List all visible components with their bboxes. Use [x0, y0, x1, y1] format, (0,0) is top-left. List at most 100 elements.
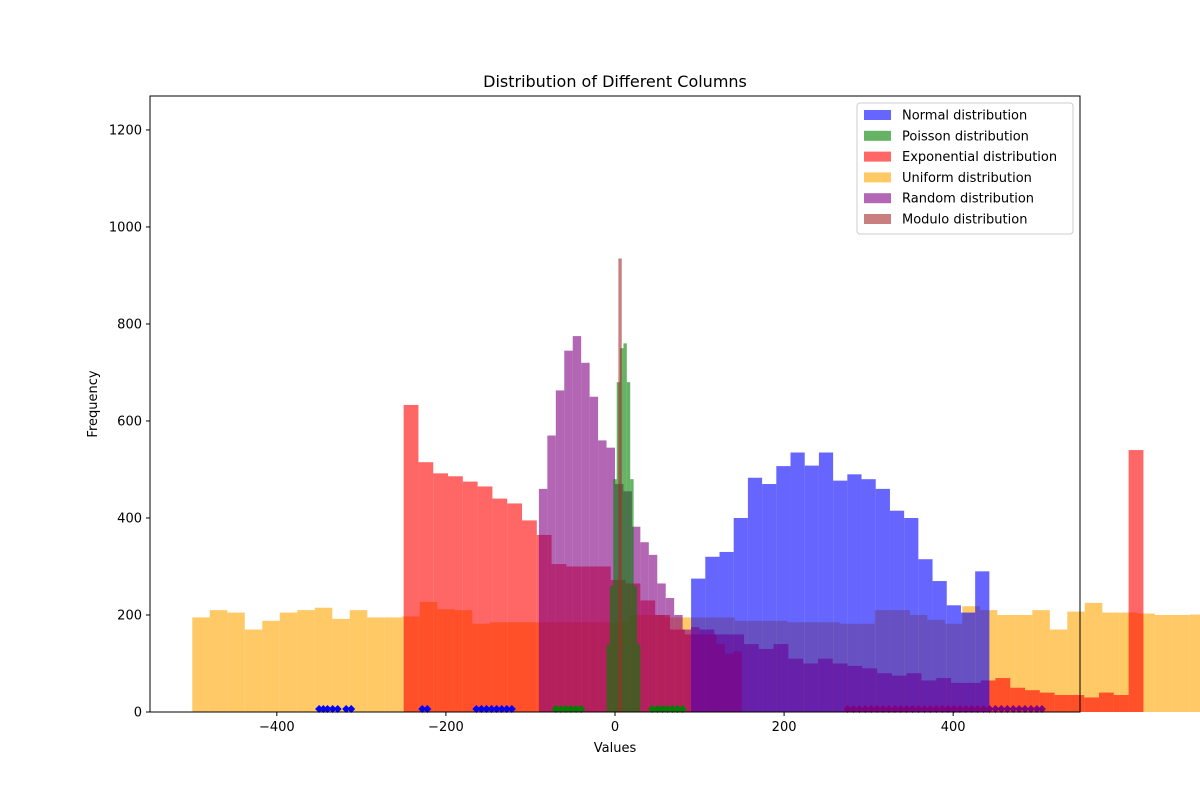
rug-point — [567, 705, 576, 713]
y-tick-label: 200 — [117, 608, 142, 623]
histogram-bar — [403, 404, 419, 712]
rug-point — [1032, 705, 1041, 713]
x-tick-label: −400 — [259, 720, 295, 735]
rug-point — [908, 705, 917, 713]
rug-point — [932, 705, 941, 713]
rug-points-layer — [315, 705, 1046, 713]
histogram-bar — [674, 614, 683, 712]
rug-point — [955, 705, 964, 713]
rug-point — [663, 705, 672, 713]
histogram-bar — [547, 435, 556, 712]
legend-label: Normal distribution — [902, 109, 1027, 124]
histogram-bar — [349, 610, 368, 712]
histogram-bar — [538, 488, 548, 712]
rug-point — [849, 705, 858, 713]
histogram-bar — [904, 517, 919, 712]
rug-point — [487, 705, 496, 713]
histogram-bar — [630, 479, 634, 712]
rug-point — [938, 705, 947, 713]
histogram-bar — [507, 503, 522, 712]
histogram-bar — [1172, 614, 1190, 712]
x-tick-label: 200 — [772, 720, 797, 735]
rug-point — [991, 705, 1000, 713]
y-tick-label: 1200 — [109, 123, 142, 138]
histogram-bar — [626, 382, 631, 712]
x-tick-label: −200 — [428, 720, 464, 735]
rug-point — [867, 705, 876, 713]
histogram-bar — [716, 644, 725, 712]
x-axis-ticks: −400 −200 0 200 400 — [259, 712, 966, 735]
histogram-bar — [804, 465, 819, 712]
histogram-bar — [572, 336, 582, 712]
histogram-bar — [847, 474, 862, 712]
histogram-bar — [492, 498, 508, 712]
y-axis-ticks: 0 200 400 600 800 1000 1200 — [109, 123, 150, 721]
rug-point — [997, 705, 1006, 713]
rug-point — [843, 705, 852, 713]
histogram-bar — [975, 571, 990, 712]
histogram-bar — [657, 583, 666, 712]
rug-point — [861, 705, 870, 713]
rug-point — [950, 705, 959, 713]
histogram-bar — [1113, 695, 1129, 712]
rug-point — [577, 705, 586, 713]
histogram-bar — [618, 258, 622, 712]
histogram-bar — [691, 627, 700, 712]
rug-point — [678, 705, 687, 713]
bars-layer — [192, 258, 1200, 712]
legend-label: Exponential distribution — [902, 150, 1057, 165]
rug-point — [967, 705, 976, 713]
y-tick-label: 600 — [117, 414, 142, 429]
histogram-bar — [960, 612, 976, 712]
histogram-bar — [623, 343, 627, 712]
histogram-bar — [889, 510, 905, 712]
chart-title: Distribution of Different Columns — [483, 72, 747, 91]
rug-point — [944, 705, 953, 713]
rug-point — [1026, 705, 1035, 713]
histogram-bar — [448, 476, 463, 712]
rug-point — [572, 705, 581, 713]
histogram-bar — [279, 612, 298, 712]
rug-point — [347, 705, 356, 713]
histogram-bar — [762, 484, 777, 712]
rug-point — [423, 705, 432, 713]
rug-point — [855, 705, 864, 713]
legend-item: Modulo distribution — [864, 213, 1027, 228]
rug-point — [472, 705, 481, 713]
histogram-bar — [581, 362, 590, 712]
histogram-bar — [861, 479, 876, 712]
rug-point — [673, 705, 682, 713]
histogram-bar — [790, 452, 805, 712]
rug-point — [1009, 705, 1018, 713]
rug-point — [914, 705, 923, 713]
rug-point — [890, 705, 899, 713]
histogram-bar — [747, 477, 763, 712]
histogram-bar — [1154, 614, 1173, 712]
histogram-bar — [724, 653, 734, 712]
histogram-bar — [1084, 697, 1100, 712]
histogram-bar — [564, 350, 573, 712]
x-tick-label: 0 — [611, 720, 619, 735]
rug-point — [873, 705, 882, 713]
rug-point — [920, 705, 929, 713]
y-tick-label: 800 — [117, 317, 142, 332]
histogram-bar — [522, 520, 537, 712]
y-tick-label: 400 — [117, 511, 142, 526]
rug-point — [979, 705, 988, 713]
rug-point — [1015, 705, 1024, 713]
histogram-bar — [606, 644, 610, 712]
histogram-bar — [367, 617, 385, 712]
histogram-bar — [1032, 610, 1050, 712]
histogram-bar — [1099, 692, 1114, 712]
rug-point — [961, 705, 970, 713]
legend-swatch — [864, 193, 891, 204]
rug-point — [926, 705, 935, 713]
rug-point — [1037, 705, 1046, 713]
y-tick-label: 1000 — [109, 220, 142, 235]
legend-label: Random distribution — [902, 192, 1034, 207]
rug-point — [973, 705, 982, 713]
histogram-bar — [640, 542, 649, 712]
histogram-bar — [946, 605, 961, 712]
histogram-bar — [598, 440, 607, 712]
rug-point — [502, 705, 511, 713]
